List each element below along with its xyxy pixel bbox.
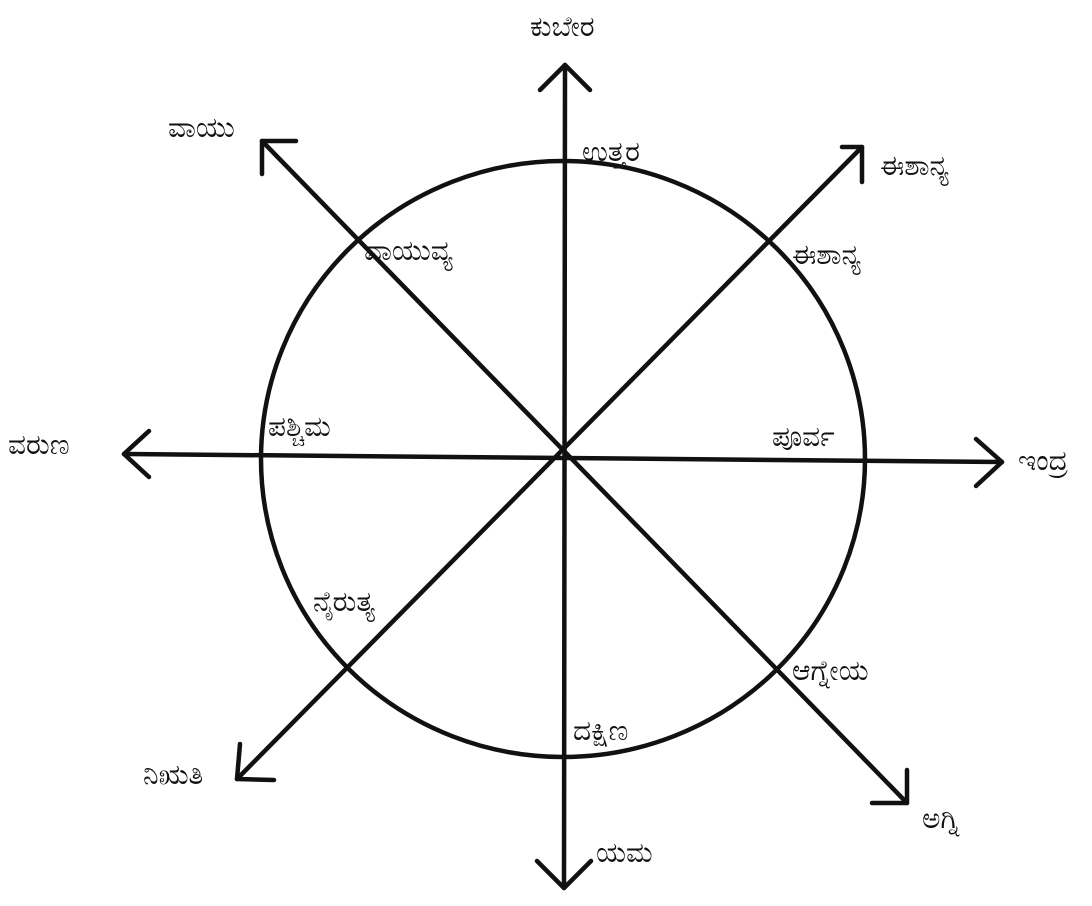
- northwest-arrowhead: [259, 138, 299, 177]
- deity-label-north: ಕುಬೇರ: [530, 10, 595, 43]
- deity-label-west: ವರುಣ: [8, 428, 70, 461]
- deity-label-south: ಯಮ: [596, 836, 653, 869]
- direction-label-north: ಉತ್ತರ: [582, 135, 640, 168]
- direction-label-northeast: ಈಶಾನ್ಯ: [792, 238, 861, 274]
- direction-label-northwest: ವಾಯುವ್ಯ: [364, 234, 453, 270]
- direction-label-west: ಪಶ್ಚಿಮ: [268, 410, 331, 446]
- east-arrowhead: [973, 436, 1005, 489]
- southeast-arrowhead: [869, 767, 910, 806]
- northwest-southeast-axis: [259, 138, 910, 806]
- deity-label-northeast: ಈಶಾನ್ಯ: [880, 149, 949, 185]
- direction-label-southeast: ಆಗ್ನೇಯ: [792, 654, 869, 688]
- north-arrowhead: [537, 62, 593, 93]
- direction-label-south: ದಕ್ಷಿಣ: [573, 714, 628, 747]
- deity-label-east: ಇಂದ್ರ: [1018, 444, 1068, 478]
- deity-label-southeast: ಅಗ್ನಿ: [922, 802, 960, 836]
- northeast-southwest-axis: [234, 144, 865, 782]
- east-west-axis: [121, 451, 1005, 465]
- northeast-arrowhead: [839, 144, 865, 185]
- southwest-arrowhead: [234, 741, 277, 783]
- direction-label-east: ಪೂರ್ವ: [772, 420, 835, 453]
- deity-label-northwest: ವಾಯು: [168, 111, 235, 144]
- south-arrowhead: [534, 858, 594, 891]
- direction-label-southwest: ನೈರುತ್ಯ: [313, 585, 375, 621]
- north-south-axis: [561, 62, 568, 891]
- west-arrowhead: [121, 428, 152, 480]
- deity-label-southwest: ನಿಋತಿ: [143, 758, 203, 791]
